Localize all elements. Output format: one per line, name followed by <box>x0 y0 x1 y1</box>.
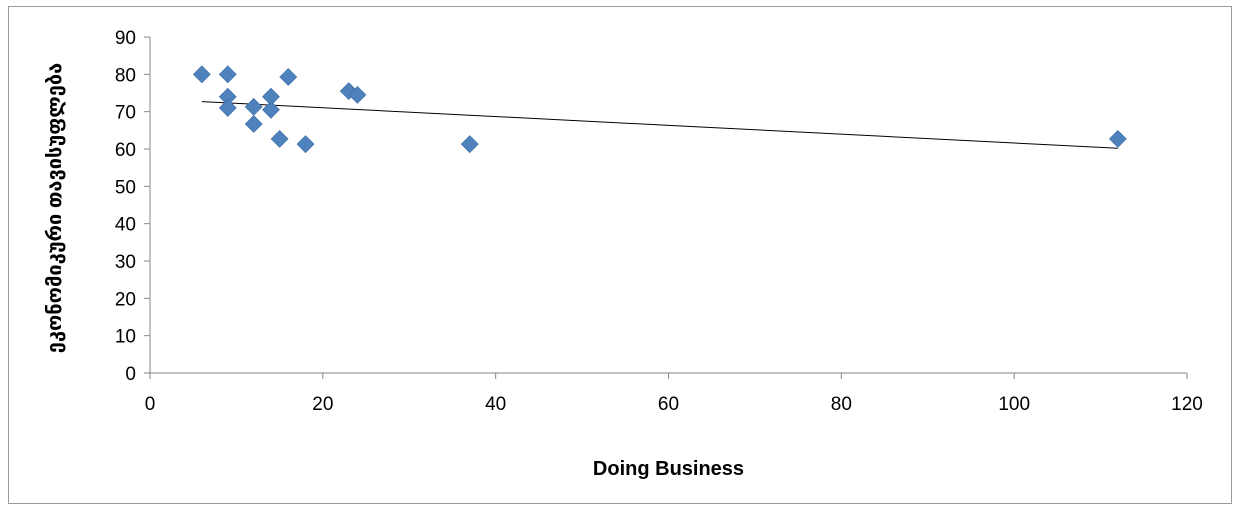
y-tick-label: 80 <box>115 65 136 86</box>
data-point <box>192 65 211 84</box>
x-tick-label: 120 <box>1171 394 1203 415</box>
trendline-group <box>201 101 1118 149</box>
y-tick-label: 50 <box>115 177 136 198</box>
y-tick-label: 40 <box>115 215 136 236</box>
y-tick-label: 0 <box>125 364 136 385</box>
x-tick-label: 20 <box>312 394 333 415</box>
y-axis: 0 10 20 30 40 50 60 70 80 90 <box>115 28 151 385</box>
data-points <box>192 65 1127 154</box>
x-tick-label: 60 <box>658 394 679 415</box>
x-tick-label: 100 <box>998 394 1030 415</box>
data-point <box>296 135 315 154</box>
data-point <box>1108 129 1127 148</box>
data-point <box>218 99 237 117</box>
scatter-chart: 0 10 20 30 40 50 60 70 80 90 0 20 40 60 80 100 120 Doin… <box>44 28 1203 480</box>
chart-frame: 0 10 20 30 40 50 60 70 80 90 0 20 40 60 80 100 120 Doin… <box>8 6 1232 504</box>
data-point <box>218 65 237 84</box>
data-point <box>244 115 263 133</box>
y-tick-label: 10 <box>115 327 136 348</box>
data-point <box>270 129 289 148</box>
data-point <box>348 85 367 104</box>
y-axis-title: ეკონომიკური თავისუფლება <box>44 63 66 353</box>
x-tick-label: 40 <box>485 394 506 415</box>
data-point <box>279 68 298 86</box>
x-axis: 0 20 40 60 80 100 120 <box>145 372 1203 415</box>
x-axis-title: Doing Business <box>593 458 744 480</box>
data-point <box>460 135 479 154</box>
trendline <box>201 101 1118 149</box>
y-tick-label: 60 <box>115 140 136 161</box>
x-tick-label: 80 <box>831 394 852 415</box>
data-point <box>262 100 280 119</box>
y-tick-label: 30 <box>115 252 136 273</box>
y-tick-label: 70 <box>115 103 136 124</box>
y-tick-label: 90 <box>115 28 136 49</box>
data-point <box>244 97 263 116</box>
y-tick-label: 20 <box>115 289 136 310</box>
x-tick-label: 0 <box>145 394 156 415</box>
